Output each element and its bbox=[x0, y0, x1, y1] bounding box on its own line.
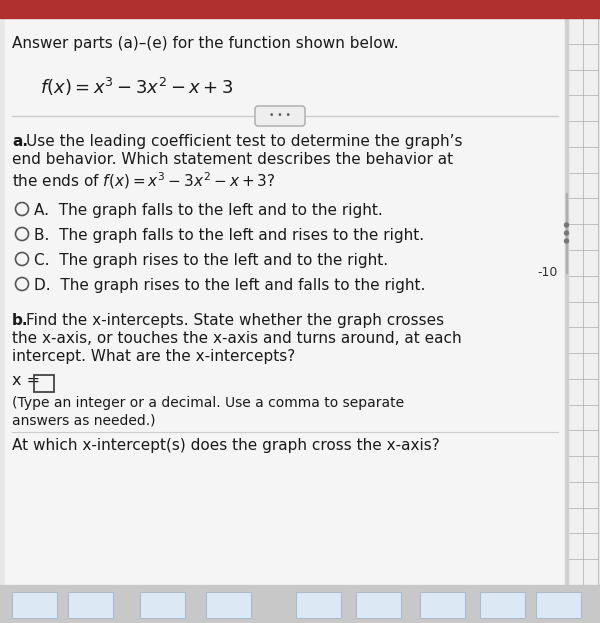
Text: intercept. What are the x-intercepts?: intercept. What are the x-intercepts? bbox=[12, 349, 295, 364]
Text: answers as needed.): answers as needed.) bbox=[12, 413, 155, 427]
Bar bbox=[568, 18, 598, 585]
Circle shape bbox=[565, 231, 569, 235]
Text: D.  The graph rises to the left and falls to the right.: D. The graph rises to the left and falls… bbox=[34, 278, 425, 293]
Bar bbox=[356, 592, 401, 618]
Text: the x-axis, or touches the x-axis and turns around, at each: the x-axis, or touches the x-axis and tu… bbox=[12, 331, 461, 346]
Bar bbox=[140, 592, 185, 618]
Text: -10: -10 bbox=[538, 267, 558, 280]
Bar bbox=[420, 592, 465, 618]
Bar bbox=[566, 193, 567, 273]
Bar bbox=[536, 592, 581, 618]
Bar bbox=[0, 0, 600, 18]
Text: end behavior. Which statement describes the behavior at: end behavior. Which statement describes … bbox=[12, 152, 453, 167]
Text: Use the leading coefficient test to determine the graph’s: Use the leading coefficient test to dete… bbox=[26, 134, 463, 149]
Bar bbox=[296, 592, 341, 618]
FancyBboxPatch shape bbox=[255, 106, 305, 126]
Text: B.  The graph falls to the left and rises to the right.: B. The graph falls to the left and rises… bbox=[34, 228, 424, 243]
Bar bbox=[480, 592, 525, 618]
Bar bbox=[34, 375, 54, 392]
Bar bbox=[12, 592, 57, 618]
Bar bbox=[68, 592, 113, 618]
Text: • • •: • • • bbox=[269, 112, 291, 120]
Text: Find the x-intercepts. State whether the graph crosses: Find the x-intercepts. State whether the… bbox=[26, 313, 444, 328]
Text: (Type an integer or a decimal. Use a comma to separate: (Type an integer or a decimal. Use a com… bbox=[12, 396, 404, 410]
Circle shape bbox=[565, 223, 569, 227]
Text: b.: b. bbox=[12, 313, 29, 328]
Bar bbox=[565, 18, 568, 585]
Text: At which x-intercept(s) does the graph cross the x-axis?: At which x-intercept(s) does the graph c… bbox=[12, 438, 440, 453]
Text: a.: a. bbox=[12, 134, 28, 149]
Bar bbox=[206, 592, 251, 618]
Text: $f(x)=x^3-3x^2-x+3$: $f(x)=x^3-3x^2-x+3$ bbox=[40, 76, 233, 98]
Text: A.  The graph falls to the left and to the right.: A. The graph falls to the left and to th… bbox=[34, 203, 383, 218]
Text: x =: x = bbox=[12, 373, 40, 388]
Text: Answer parts (a)–(e) for the function shown below.: Answer parts (a)–(e) for the function sh… bbox=[12, 36, 398, 51]
Text: the ends of $f(x)=x^3-3x^2-x+3$?: the ends of $f(x)=x^3-3x^2-x+3$? bbox=[12, 170, 275, 191]
Circle shape bbox=[565, 239, 569, 243]
Text: C.  The graph rises to the left and to the right.: C. The graph rises to the left and to th… bbox=[34, 253, 388, 268]
Bar bbox=[0, 585, 600, 623]
